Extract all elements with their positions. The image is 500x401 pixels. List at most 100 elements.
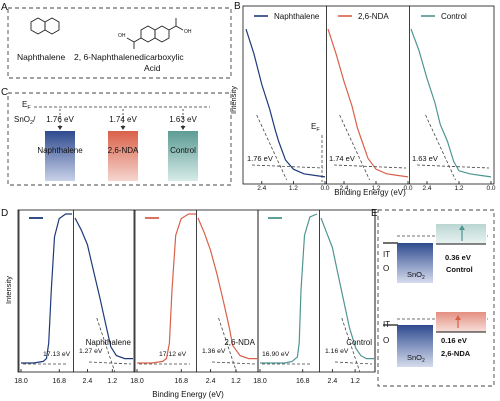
valence-tangent-0 (96, 317, 116, 373)
panel-d-ylabel: Intensity (4, 276, 13, 304)
vbm-value-label-0: 1.76 eV (46, 115, 74, 124)
valence-tangent-1 (218, 317, 237, 373)
sno2-label-top: SnO2 (407, 270, 425, 281)
baseline-fit-2 (416, 164, 490, 169)
vbm-offset-arrowhead-1 (120, 126, 126, 130)
ito-label-bottom-1: IT (383, 320, 390, 329)
legend-label-1: 2,6-NDA (358, 12, 389, 21)
cutoff-xtick-label-0-0: 18.0 (14, 378, 28, 385)
vbm-bar-0 (45, 131, 75, 181)
vbm-bar-label-2: Control (170, 146, 196, 155)
panel-e-letter: E (371, 208, 378, 219)
onset-label-2: 1.63 eV (412, 154, 438, 163)
panel-d: D Intensity Binding Energy (eV) 17.13 eV… (1, 208, 376, 399)
onset-label-0: 1.76 eV (247, 154, 273, 163)
panel-c: C EF SnO2/ 1.76 eV Naphthalene 1.74 eV 2,6-… (1, 87, 232, 186)
tangent-fit-0 (256, 114, 288, 181)
panel-c-bars: 1.76 eV Naphthalene 1.74 eV 2,6-NDA 1.63 eV C… (37, 109, 198, 181)
panel-b-letter: B (234, 1, 241, 12)
energy-diagram-control: IT O SnO2 0.36 eV Control (383, 224, 488, 283)
xtick-label-1-1: 1.2 (371, 185, 380, 192)
legend-label-0: Naphthalene (274, 12, 320, 21)
onset-label-1: 1.74 eV (329, 154, 355, 163)
molecule-label-nda-line1: 2, 6-Naphthalenedicarboxylic (74, 52, 184, 62)
valence-xtick-label-2-1: 1.2 (350, 378, 360, 385)
cutoff-onset-label-1: 17.12 eV (159, 351, 187, 358)
series-line-0 (245, 28, 326, 178)
molecule-label-nda-line2: Acid (144, 63, 161, 73)
cutoff-xtick-label-2-1: 16.8 (296, 378, 310, 385)
valence-onset-label-2: 1.16 eV (325, 348, 349, 355)
valence-xtick-label-1-0: 2.4 (206, 378, 216, 385)
valence-xtick-label-2-0: 2.4 (327, 378, 337, 385)
valence-series-2 (320, 217, 374, 360)
control-device-label: Control (446, 265, 473, 274)
valence-onset-label-1: 1.36 eV (202, 348, 226, 355)
nda-shift-value: 0.16 eV (441, 336, 467, 345)
panel-c-ef-label: EF (22, 100, 31, 111)
nda-structure (126, 18, 184, 49)
valence-baseline-2 (334, 361, 373, 365)
panel-b-frame (242, 5, 495, 185)
nda-layer-block (436, 312, 486, 332)
panel-b-ylabel: Intensity (229, 86, 238, 114)
panel-b-ef-label: EF (311, 122, 320, 133)
naphthalene-structure (30, 17, 60, 35)
valence-series-1 (197, 217, 257, 360)
vbm-value-label-2: 1.63 eV (169, 115, 197, 124)
vbm-offset-arrowhead-2 (180, 126, 186, 130)
control-shift-arrowhead (459, 225, 465, 230)
vbm-bar-label-0: Naphthalene (37, 146, 83, 155)
ito-label-top-1: IT (383, 250, 390, 259)
panel-b-xlabel: Binding Energy (eV) (334, 188, 406, 197)
cutoff-xtick-label-1-1: 16.8 (174, 378, 188, 385)
xtick-label-1-2: 0.0 (403, 185, 412, 192)
vbm-offset-arrowhead-0 (57, 126, 63, 130)
xtick-label-2-0: 2.4 (422, 185, 431, 192)
xtick-label-1-0: 2.4 (339, 185, 348, 192)
panel-e: E IT O SnO2 0.36 eV Control IT O SnO2 (371, 208, 495, 387)
cutoff-onset-label-2: 16.90 eV (262, 351, 290, 358)
cutoff-xtick-label-1-0: 18.0 (130, 378, 144, 385)
valence-series-0 (74, 217, 133, 360)
nda-oh-left: OH (118, 33, 126, 39)
panel-d-xlabel: Binding Energy (eV) (152, 390, 224, 399)
panel-c-letter: C (1, 87, 8, 98)
valence-xtick-label-0-0: 2.4 (83, 378, 93, 385)
panel-a: A OH OH Naphthalene 2, 6-Naphthalenedica… (1, 2, 232, 79)
control-layer-block (436, 224, 486, 244)
xtick-label-0-2: 0.0 (320, 185, 329, 192)
series-line-2 (410, 28, 492, 178)
cutoff-xtick-label-2-0: 18.0 (253, 378, 267, 385)
panel-b-plot-area: Naphthalene 1.76 eV 2.4 1.2 0.0 2,6-NDA 1.74 e… (245, 6, 496, 192)
cutoff-series-0 (21, 213, 72, 364)
valence-xtick-label-0-1: 1.2 (107, 378, 117, 385)
valence-xtick-label-1-1: 1.2 (231, 378, 241, 385)
valence-onset-label-0: 1.27 eV (79, 348, 103, 355)
vbm-bar-2 (168, 131, 198, 181)
baseline-fit-1 (333, 164, 407, 169)
tangent-fit-2 (425, 114, 456, 181)
nda-shift-arrowhead (455, 315, 461, 320)
panel-a-frame (7, 7, 232, 79)
xtick-label-0-1: 1.2 (289, 185, 298, 192)
cutoff-series-1 (137, 213, 196, 364)
valence-caption-0: Naphthalene (86, 338, 132, 347)
molecule-label-naphthalene: Naphthalene (17, 52, 65, 62)
cutoff-xtick-label-0-1: 16.8 (52, 378, 66, 385)
panel-d-letter: D (1, 208, 8, 219)
nda-oh-right: OH (184, 29, 192, 35)
valence-tangent-2 (341, 317, 361, 373)
panel-c-sno2-label: SnO2/ (14, 115, 36, 126)
valence-caption-2: Control (346, 338, 372, 347)
energy-diagram-nda: IT O SnO2 0.16 eV 2,6-NDA (383, 312, 488, 367)
panel-c-frame (7, 92, 232, 186)
xtick-label-2-1: 1.2 (454, 185, 463, 192)
panel-a-letter: A (1, 2, 8, 13)
tangent-fit-1 (339, 114, 370, 181)
xtick-label-2-2: 0.0 (486, 185, 495, 192)
sno2-block-top (397, 243, 433, 283)
sno2-block-bottom (397, 325, 433, 367)
